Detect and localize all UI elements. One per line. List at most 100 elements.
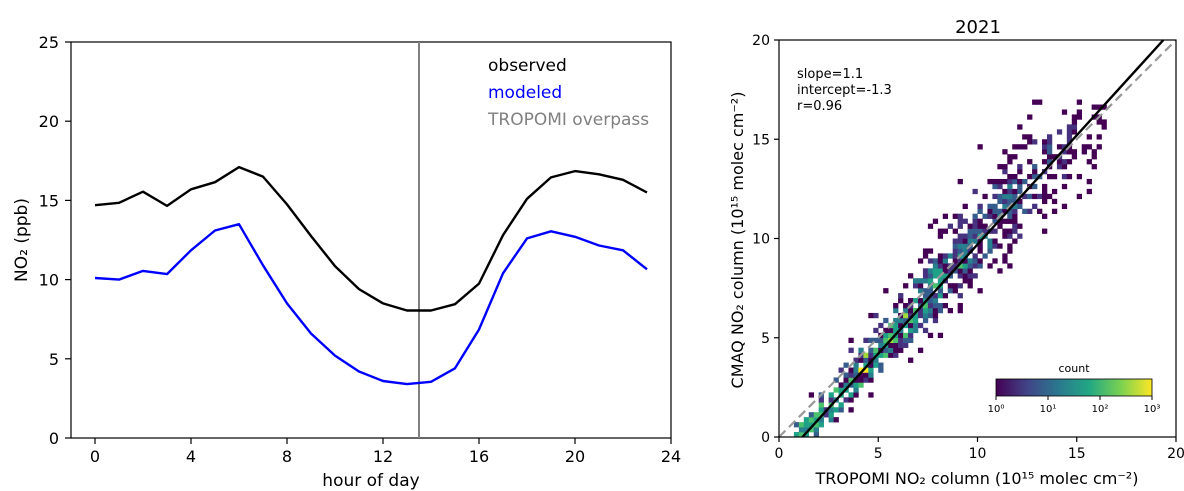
density-cell bbox=[798, 422, 805, 428]
density-cell bbox=[972, 188, 978, 195]
density-cell bbox=[868, 352, 874, 358]
density-cell bbox=[878, 352, 884, 358]
density-cell bbox=[803, 417, 810, 423]
density-cell bbox=[977, 288, 983, 294]
density-cell bbox=[1012, 193, 1018, 200]
density-cell bbox=[1032, 164, 1038, 170]
colorbar-tick-label: 10³ bbox=[1144, 404, 1161, 415]
density-cell bbox=[937, 253, 944, 259]
density-cell bbox=[927, 248, 934, 254]
density-cell bbox=[992, 258, 998, 264]
density-cell bbox=[932, 283, 939, 289]
density-cell bbox=[1056, 159, 1063, 165]
left-legend: observed modeled TROPOMI overpass bbox=[487, 56, 649, 130]
density-cell bbox=[848, 347, 854, 353]
density-cell bbox=[957, 233, 963, 239]
density-cell bbox=[922, 303, 929, 309]
density-cell bbox=[1061, 203, 1068, 210]
density-cell bbox=[962, 253, 968, 259]
density-cell bbox=[962, 233, 968, 239]
r-annotation: r=0.96 bbox=[797, 99, 842, 114]
left-x-axis-label: hour of day bbox=[322, 471, 419, 491]
density-cell bbox=[927, 258, 934, 264]
density-cell bbox=[982, 213, 988, 219]
density-cell bbox=[952, 283, 958, 289]
density-cell bbox=[813, 417, 819, 423]
density-cell bbox=[922, 317, 929, 324]
density-cell bbox=[932, 312, 939, 319]
density-cell bbox=[947, 253, 953, 259]
density-cell bbox=[838, 382, 844, 388]
density-cell bbox=[992, 203, 998, 210]
density-cell bbox=[1056, 164, 1063, 170]
density-cell bbox=[992, 218, 998, 224]
density-cell bbox=[1007, 233, 1013, 239]
density-cell bbox=[917, 288, 924, 294]
density-cell bbox=[962, 203, 968, 210]
density-cell bbox=[908, 357, 914, 363]
density-cell bbox=[1066, 159, 1073, 165]
density-cell bbox=[917, 312, 924, 319]
density-cell bbox=[878, 362, 884, 368]
density-cell bbox=[808, 392, 815, 398]
density-cell bbox=[1081, 144, 1087, 150]
density-cell bbox=[937, 233, 944, 239]
fit-stats: slope=1.1 intercept=-1.3 r=0.96 bbox=[797, 67, 892, 114]
density-cell bbox=[922, 312, 929, 319]
left-x-tick-label: 24 bbox=[661, 447, 681, 466]
density-cell bbox=[1002, 164, 1008, 170]
density-cell bbox=[1022, 144, 1028, 150]
density-cell bbox=[947, 223, 953, 229]
density-cell bbox=[1037, 193, 1043, 200]
density-cell bbox=[972, 263, 978, 269]
density-cell bbox=[957, 243, 963, 249]
density-cell bbox=[957, 213, 963, 219]
density-cell bbox=[957, 223, 963, 229]
density-cell bbox=[932, 268, 939, 274]
density-cell bbox=[987, 208, 993, 214]
density-cell bbox=[833, 377, 839, 383]
density-cell bbox=[1037, 208, 1043, 214]
density-cell bbox=[1042, 139, 1048, 145]
left-y-axis-label: NO₂ (ppb) bbox=[12, 198, 32, 282]
density-cell bbox=[1101, 119, 1107, 125]
density-cell bbox=[1027, 139, 1033, 145]
density-cell bbox=[1017, 203, 1023, 210]
density-cell bbox=[987, 248, 993, 254]
left-y-tick-label: 15 bbox=[39, 191, 59, 210]
density-cell bbox=[858, 382, 864, 388]
right-x-tick-label: 20 bbox=[1167, 446, 1184, 462]
density-cell bbox=[1012, 203, 1018, 210]
density-cell bbox=[843, 377, 849, 383]
density-cell bbox=[883, 347, 889, 353]
density-cell bbox=[917, 258, 924, 264]
density-cell bbox=[967, 258, 973, 264]
density-cell bbox=[1012, 173, 1018, 180]
density-cell bbox=[942, 263, 949, 269]
density-cell bbox=[1007, 154, 1013, 160]
density-cell bbox=[997, 183, 1003, 190]
density-cell bbox=[922, 248, 929, 254]
density-cell bbox=[898, 317, 904, 324]
density-cell bbox=[952, 268, 958, 274]
density-cell bbox=[818, 402, 824, 408]
density-cell bbox=[942, 273, 949, 279]
density-cell bbox=[967, 263, 973, 269]
density-cell bbox=[932, 263, 939, 269]
density-cell bbox=[1051, 198, 1058, 205]
density-cell bbox=[893, 342, 899, 348]
density-cell bbox=[1007, 213, 1013, 219]
density-cell bbox=[1012, 208, 1018, 214]
density-cell bbox=[1032, 173, 1038, 180]
density-cell bbox=[957, 263, 963, 269]
density-cell bbox=[868, 347, 874, 353]
density-cell bbox=[1042, 183, 1048, 190]
density-cell bbox=[1051, 173, 1058, 180]
density-cell bbox=[908, 337, 914, 344]
density-cell bbox=[942, 303, 949, 309]
density-cell bbox=[873, 357, 879, 363]
density-cell bbox=[1002, 228, 1008, 234]
density-cell bbox=[903, 332, 909, 339]
density-cell bbox=[1012, 154, 1018, 160]
density-cell bbox=[937, 288, 944, 294]
